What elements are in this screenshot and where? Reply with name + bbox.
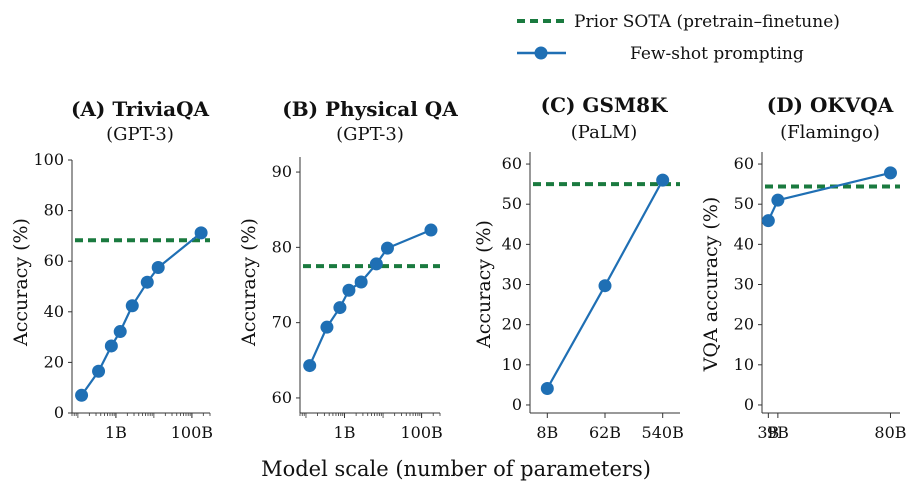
fewshot-point — [761, 214, 775, 228]
y-tick-label: 20 — [44, 352, 64, 371]
y-tick-label: 60 — [734, 154, 754, 173]
fewshot-point — [883, 166, 897, 180]
fewshot-line — [308, 228, 432, 367]
panel-b-plot: 60 70 80 90 1B 100B — [272, 157, 443, 442]
fewshot-point — [113, 325, 127, 339]
x-tick-label: 1B — [334, 423, 356, 442]
x-tick-label: 100B — [400, 423, 442, 442]
x-tick-label: 100B — [171, 423, 213, 442]
y-tick-label: 50 — [734, 194, 754, 213]
fewshot-point — [354, 275, 368, 289]
y-tick-label: 80 — [272, 237, 292, 256]
x-tick-label: 8B — [536, 423, 558, 442]
y-tick-label: 40 — [44, 302, 64, 321]
fewshot-point — [104, 339, 118, 353]
panel-c: (C) GSM8K (PaLM) Accuracy (%) 0 10 20 30 40 5… — [473, 93, 684, 442]
y-tick-label: 0 — [744, 395, 754, 414]
fewshot-point — [92, 364, 106, 378]
y-tick-label: 40 — [734, 234, 754, 253]
x-tick-label: 9B — [767, 423, 789, 442]
fewshot-point — [424, 223, 438, 237]
fewshot-point — [369, 257, 383, 271]
y-tick-label: 10 — [734, 355, 754, 374]
y-tick-label: 80 — [44, 201, 64, 220]
x-tick-label: 3B — [757, 423, 779, 442]
y-tick-label: 60 — [44, 251, 64, 270]
fewshot-point — [151, 261, 165, 275]
panel-a-plot: 0 20 40 60 80 100 1B 100B — [33, 150, 213, 442]
panel-d-ylabel: VQA accuracy (%) — [700, 197, 722, 373]
panel-a-subtitle: (GPT-3) — [106, 124, 174, 145]
y-tick-label: 0 — [512, 395, 522, 414]
legend: Prior SOTA (pretrain–finetune) Few-shot … — [517, 12, 840, 64]
panel-a-title: (A) TriviaQA — [71, 97, 210, 121]
legend-fewshot-marker — [534, 46, 548, 60]
fewshot-point — [333, 301, 347, 315]
y-tick-label: 30 — [502, 275, 522, 294]
fewshot-point — [320, 320, 334, 334]
fewshot-point — [75, 388, 89, 402]
fewshot-point — [771, 193, 785, 207]
y-tick-label: 60 — [502, 154, 522, 173]
x-tick-label: 62B — [589, 423, 621, 442]
fewshot-point — [540, 382, 554, 396]
panel-d-title: (D) OKVQA — [767, 93, 894, 117]
fewshot-point — [342, 283, 356, 297]
fewshot-point — [140, 275, 154, 289]
panel-a: (A) TriviaQA (GPT-3) Accuracy (%) 0 20 40 6… — [10, 97, 213, 442]
panel-b-subtitle: (GPT-3) — [336, 124, 404, 145]
y-tick-label: 90 — [272, 162, 292, 181]
panel-c-ylabel: Accuracy (%) — [473, 220, 495, 349]
y-tick-label: 10 — [502, 355, 522, 374]
y-tick-label: 40 — [502, 234, 522, 253]
legend-fewshot-label: Few-shot prompting — [630, 44, 804, 64]
y-tick-label: 60 — [272, 388, 292, 407]
x-tick-label: 540B — [642, 423, 684, 442]
x-tick-label: 1B — [105, 423, 127, 442]
panel-a-ylabel: Accuracy (%) — [10, 218, 32, 347]
panel-d-subtitle: (Flamingo) — [780, 122, 880, 143]
panel-b: (B) Physical QA (GPT-3) Accuracy (%) 60 7… — [238, 97, 458, 442]
y-tick-label: 50 — [502, 194, 522, 213]
y-tick-label: 100 — [33, 150, 64, 169]
fewshot-point — [194, 226, 208, 240]
y-tick-label: 70 — [272, 313, 292, 332]
y-tick-label: 0 — [54, 403, 64, 422]
fewshot-point — [380, 241, 394, 255]
fewshot-point — [125, 299, 139, 313]
x-tick-label: 80B — [874, 423, 906, 442]
panel-b-ylabel: Accuracy (%) — [238, 218, 260, 347]
y-tick-label: 30 — [734, 275, 754, 294]
fewshot-point — [656, 173, 670, 187]
panel-b-title: (B) Physical QA — [282, 97, 458, 121]
common-xlabel: Model scale (number of parameters) — [261, 457, 651, 481]
y-tick-label: 20 — [734, 315, 754, 334]
panel-c-subtitle: (PaLM) — [571, 122, 637, 143]
fewshot-point — [598, 279, 612, 293]
panel-d: (D) OKVQA (Flamingo) VQA accuracy (%) 0 1… — [700, 93, 907, 442]
panel-c-plot: 0 10 20 30 40 50 60 8B 62B 540B — [502, 152, 684, 442]
legend-sota-label: Prior SOTA (pretrain–finetune) — [574, 12, 840, 32]
fewshot-line — [767, 171, 891, 222]
panel-c-title: (C) GSM8K — [541, 93, 668, 117]
y-tick-label: 20 — [502, 315, 522, 334]
fewshot-point — [303, 359, 317, 373]
